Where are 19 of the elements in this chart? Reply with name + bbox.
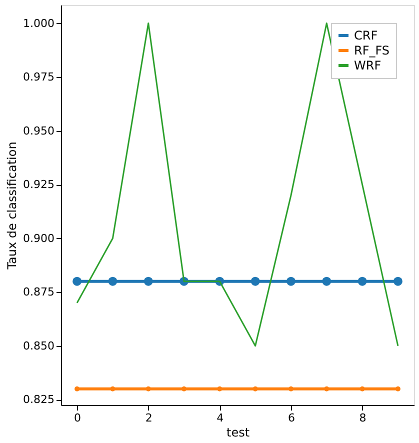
y-tick-label: 0.975 <box>23 70 54 84</box>
x-tick-label: 4 <box>216 412 224 424</box>
y-tick-label: 0.900 <box>23 232 54 245</box>
x-tick-label: 6 <box>288 412 295 424</box>
x-axis-title: test <box>226 426 250 440</box>
legend-label: CRF <box>354 28 378 42</box>
x-tick-label: 0 <box>74 412 82 424</box>
x-tick-label: 8 <box>359 412 366 424</box>
legend-label: RF_FS <box>354 44 390 58</box>
y-axis-title: Taux de classification <box>5 142 20 270</box>
y-tick-label: 0.875 <box>23 286 54 299</box>
line-series <box>76 22 399 347</box>
y-tick-label: 0.950 <box>23 124 54 138</box>
y-tick-label: 0.850 <box>23 339 54 352</box>
y-tick-label: 1.000 <box>23 16 54 30</box>
y-tick-label: 0.825 <box>23 393 54 406</box>
x-tick-label: 2 <box>145 412 152 424</box>
y-tick-label: 0.925 <box>23 178 54 192</box>
legend-label: WRF <box>354 58 382 72</box>
